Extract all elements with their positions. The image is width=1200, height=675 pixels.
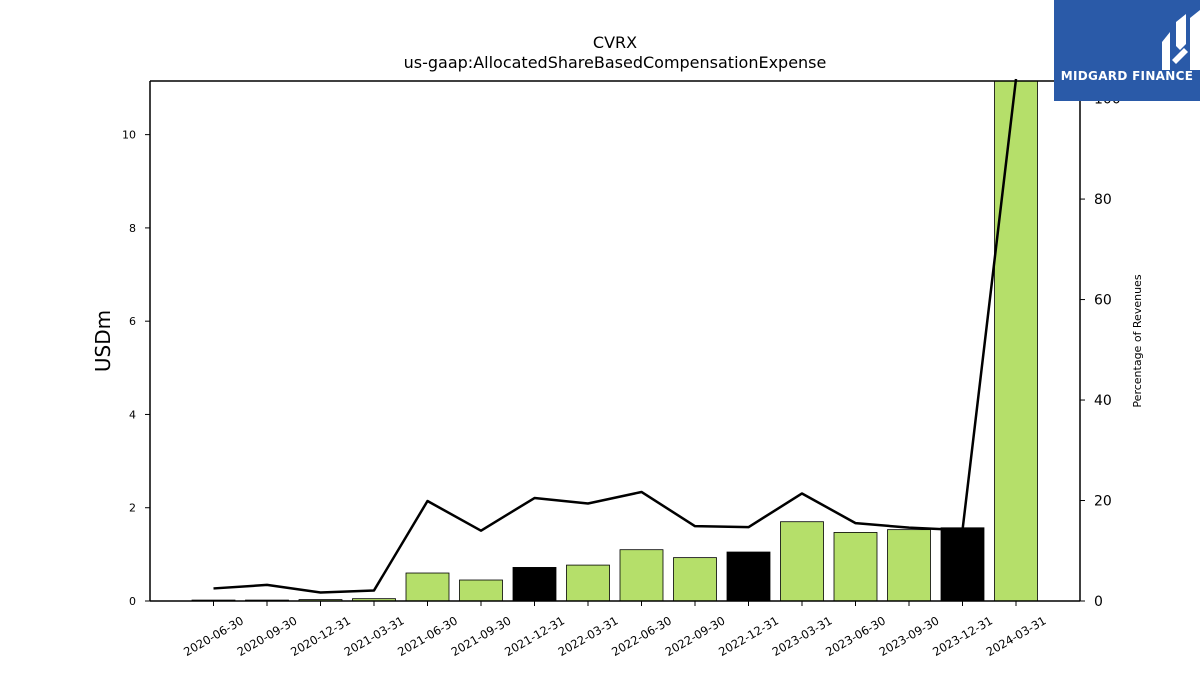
- y2-tick-label: 0: [1094, 594, 1103, 610]
- x-tick-label: 2023-12-31: [930, 613, 995, 659]
- y-tick-label: 2: [129, 502, 136, 515]
- bar-2021-12-31: [512, 567, 557, 601]
- bar-2023-12-31: [940, 527, 985, 601]
- midgard-logo-icon: [1162, 10, 1200, 70]
- percentage-line: [213, 78, 1018, 594]
- x-tick-label: 2020-06-30: [181, 613, 246, 659]
- x-tick-label: 2023-09-30: [877, 613, 942, 659]
- x-tick-label: 2020-12-31: [288, 613, 353, 659]
- x-tick-label: 2021-06-30: [395, 613, 460, 659]
- bar-2024-03-31: [994, 81, 1038, 601]
- y2-tick-label: 20: [1094, 494, 1112, 510]
- x-tick-label: 2022-09-30: [663, 613, 728, 659]
- y-tick-label: 4: [129, 408, 136, 421]
- x-tick-label: 2022-12-31: [716, 613, 781, 659]
- bar-2021-09-30: [459, 579, 503, 601]
- chart-subtitle: us-gaap:AllocatedShareBasedCompensationE…: [404, 53, 827, 72]
- y-tick-label: 8: [129, 222, 136, 235]
- line-group: [213, 78, 1018, 594]
- bar-2023-09-30: [887, 529, 931, 601]
- x-tick-label: 2022-06-30: [609, 613, 674, 659]
- midgard-logo: MIDGARD FINANCE: [1054, 0, 1200, 101]
- chart-title: CVRX: [593, 33, 637, 52]
- x-tick-label: 2021-09-30: [449, 613, 514, 659]
- y-tick-label: 0: [129, 595, 136, 608]
- x-tick-label: 2023-06-30: [823, 613, 888, 659]
- y-tick-label: 10: [122, 129, 136, 142]
- bar-2021-06-30: [405, 572, 450, 601]
- y-tick-label: 6: [129, 315, 136, 328]
- y2-axis-label: Percentage of Revenues: [1131, 274, 1144, 407]
- x-tick-label: 2021-12-31: [502, 613, 567, 659]
- bar-2022-09-30: [673, 557, 717, 601]
- y-axis-label: USDm: [91, 310, 115, 372]
- x-tick-label: 2024-03-31: [984, 613, 1049, 659]
- logo-text: MIDGARD FINANCE: [1060, 69, 1194, 83]
- y2-tick-label: 40: [1094, 393, 1112, 409]
- bars-group: [191, 81, 1038, 601]
- x-tick-label: 2023-03-31: [770, 613, 835, 659]
- y2-tick-label: 60: [1094, 293, 1112, 309]
- bar-2022-12-31: [726, 551, 771, 601]
- x-tick-label: 2020-09-30: [235, 613, 300, 659]
- x-tick-label: 2021-03-31: [342, 613, 407, 659]
- y2-tick-label: 80: [1094, 192, 1112, 208]
- bar-2023-03-31: [780, 521, 824, 601]
- bar-2022-06-30: [619, 549, 664, 601]
- x-tick-label: 2022-03-31: [556, 613, 621, 659]
- bar-2023-06-30: [833, 532, 878, 601]
- bar-2022-03-31: [566, 564, 610, 601]
